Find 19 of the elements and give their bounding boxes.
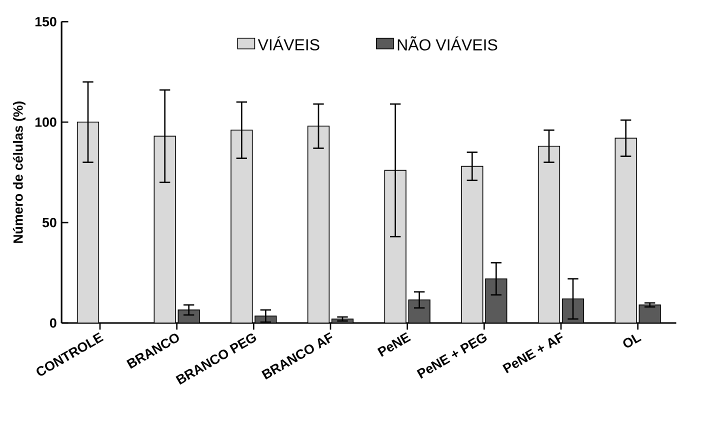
y-tick-label: 0 xyxy=(50,318,56,328)
legend-label: VIÁVEIS xyxy=(258,36,320,50)
bar xyxy=(408,300,430,323)
legend-label: NÃO VIÁVEIS xyxy=(398,36,498,50)
bar xyxy=(538,146,560,323)
y-axis-title: Número de células (%) xyxy=(12,102,26,243)
bar xyxy=(485,278,508,323)
bar xyxy=(461,166,484,323)
bar xyxy=(614,138,637,323)
bar xyxy=(230,130,253,323)
y-tick-label: 50 xyxy=(42,218,56,228)
bar xyxy=(638,304,661,323)
bar xyxy=(154,136,176,323)
bar xyxy=(307,126,330,323)
bar xyxy=(76,122,100,323)
y-tick-label: 100 xyxy=(35,117,56,127)
bar xyxy=(384,170,406,323)
y-tick-label: 150 xyxy=(35,16,56,26)
x-tick-label: OL xyxy=(623,334,642,348)
